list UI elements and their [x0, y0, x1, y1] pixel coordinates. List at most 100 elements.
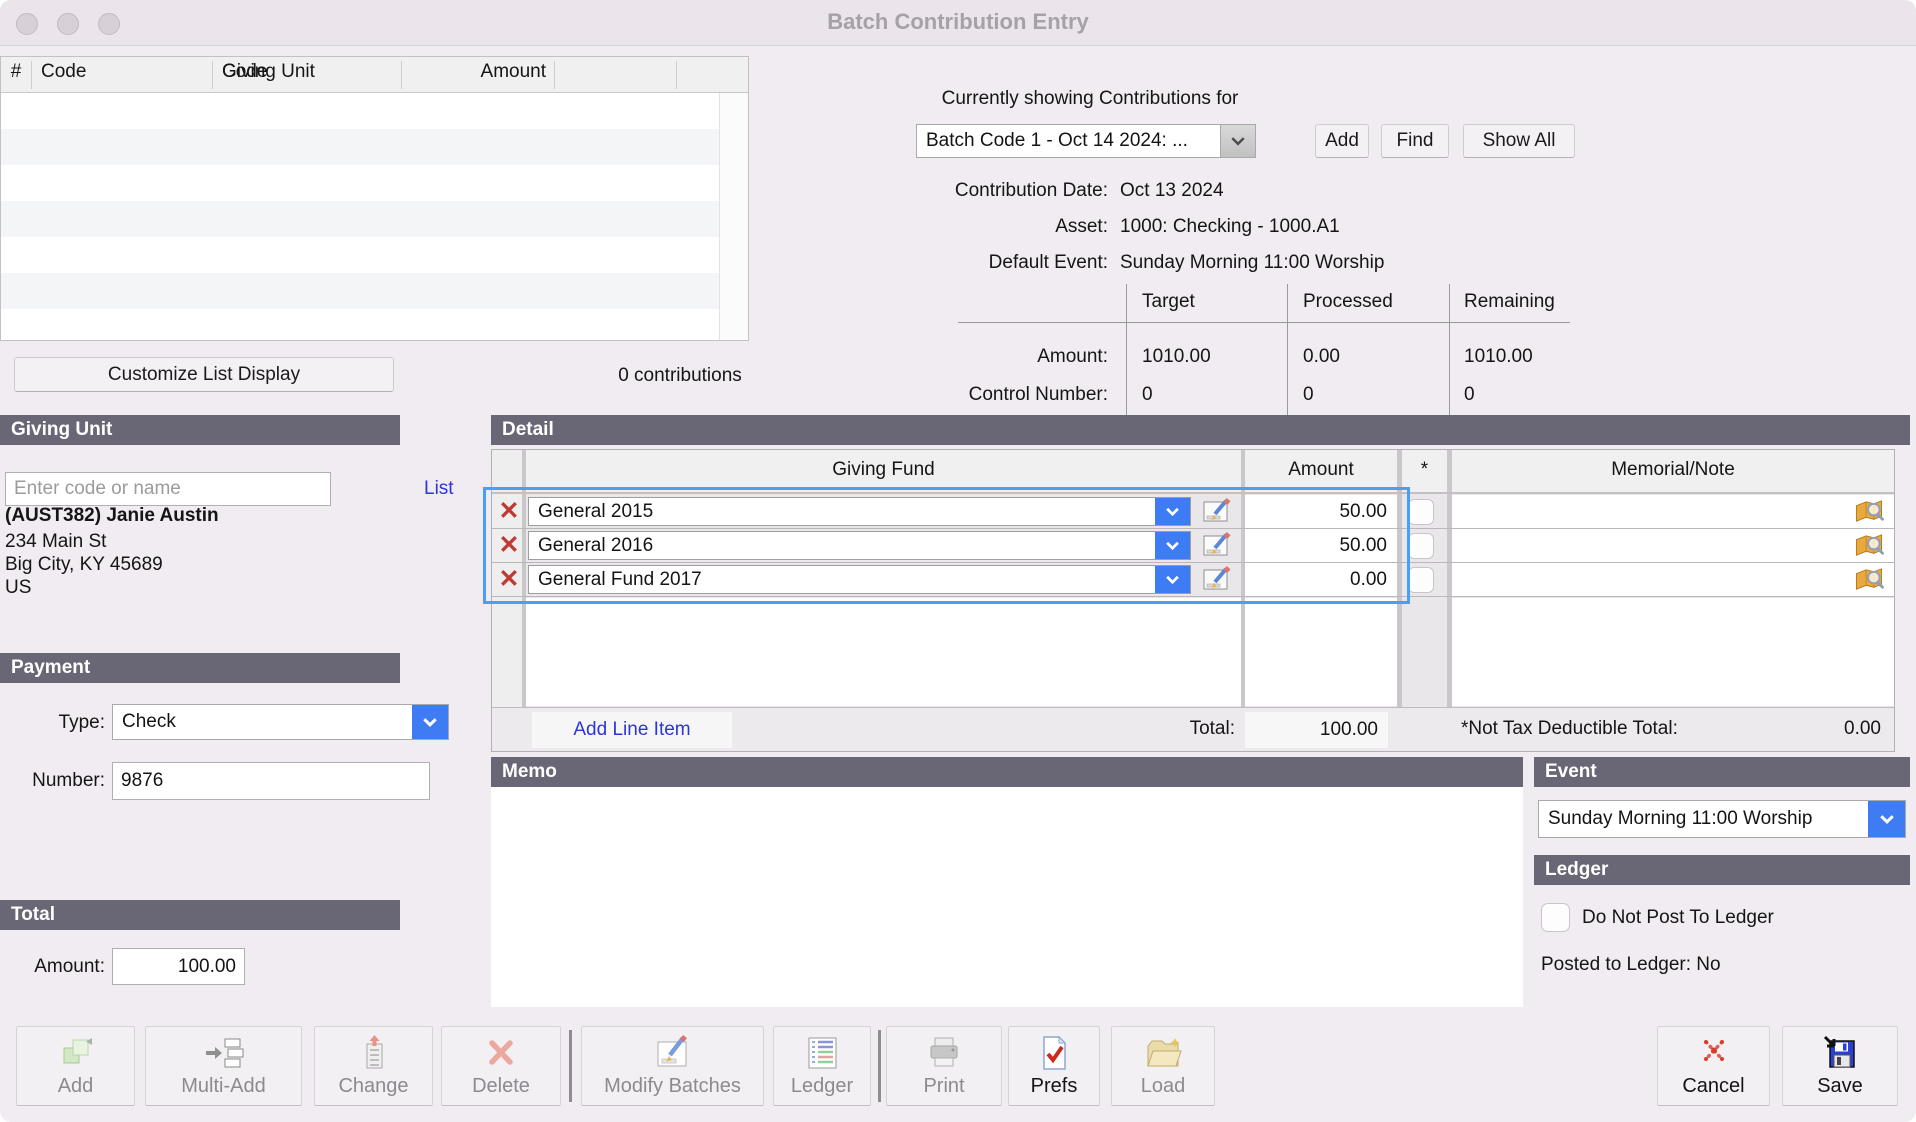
summary-amount-label: Amount: [1037, 346, 1108, 367]
not-tax-deductible-checkbox[interactable] [1408, 567, 1434, 593]
chevron-down-icon[interactable] [1155, 566, 1190, 593]
multi-add-button[interactable]: Multi-Add [145, 1026, 302, 1106]
not-tax-deductible-checkbox[interactable] [1408, 499, 1434, 525]
total-amount-input[interactable] [112, 948, 245, 985]
delete-line-icon[interactable]: ✕ [496, 495, 522, 528]
toolbar-separator [569, 1030, 572, 1102]
asset-value: 1000: Checking - 1000.A1 [1120, 216, 1340, 237]
giving-unit-search-input[interactable] [5, 472, 331, 506]
do-not-post-checkbox[interactable] [1541, 903, 1570, 932]
contributions-list-scrollbar[interactable] [719, 93, 748, 340]
summary-amount-processed: 0.00 [1303, 346, 1340, 367]
memorial-lookup-icon[interactable] [1852, 566, 1886, 593]
add-line-item-link[interactable]: Add Line Item [532, 712, 732, 748]
detail-header: Detail [491, 415, 1910, 445]
batch-show-all-button[interactable]: Show All [1463, 124, 1575, 158]
chevron-down-icon[interactable] [1155, 498, 1190, 525]
memorial-note-cell[interactable] [1452, 563, 1894, 596]
giving-fund-dropdown[interactable]: General Fund 2017 [528, 565, 1191, 594]
asset-label: Asset: [1055, 216, 1108, 237]
toolbar-separator [878, 1030, 881, 1102]
payment-type-dropdown[interactable]: Check [112, 704, 449, 740]
modify-batches-button[interactable]: Modify Batches [581, 1026, 764, 1106]
empty-amount-area[interactable] [1245, 598, 1397, 706]
save-button[interactable]: Save [1782, 1026, 1898, 1106]
load-button[interactable]: Load [1111, 1026, 1215, 1106]
payment-header: Payment [0, 653, 400, 683]
delete-line-icon[interactable]: ✕ [496, 563, 522, 596]
ntd-total-value: 0.00 [1844, 718, 1881, 739]
chevron-down-icon[interactable] [412, 705, 448, 739]
batch-find-button[interactable]: Find [1381, 124, 1449, 158]
payment-type-value: Check [122, 711, 176, 732]
prefs-button[interactable]: Prefs [1008, 1026, 1100, 1106]
minimize-button[interactable] [57, 13, 79, 35]
ntd-total-label: *Not Tax Deductible Total: [1461, 718, 1678, 739]
summary-control-label: Control Number: [968, 384, 1108, 405]
summary-control-remaining: 0 [1464, 384, 1475, 405]
print-icon [887, 1034, 1001, 1072]
chevron-down-icon[interactable] [1220, 125, 1255, 157]
chevron-down-icon[interactable] [1155, 532, 1190, 559]
ledger-icon [774, 1034, 870, 1072]
summary-divider [1126, 284, 1127, 415]
summary-col-target: Target [1142, 291, 1195, 312]
detail-total-label: Total: [1189, 718, 1235, 739]
change-button[interactable]: Change [314, 1026, 433, 1106]
cancel-icon [1658, 1034, 1769, 1072]
event-dropdown[interactable]: Sunday Morning 11:00 Worship [1538, 800, 1906, 838]
memorial-lookup-icon[interactable] [1852, 532, 1886, 559]
default-event-label: Default Event: [988, 252, 1108, 273]
print-button[interactable]: Print [886, 1026, 1002, 1106]
payment-number-label: Number: [32, 770, 105, 791]
cancel-button[interactable]: Cancel [1657, 1026, 1770, 1106]
total-amount-label: Amount: [34, 956, 105, 977]
giving-fund-dropdown[interactable]: General 2016 [528, 531, 1191, 560]
customize-list-display-button[interactable]: Customize List Display [14, 357, 394, 392]
ledger-button[interactable]: Ledger [773, 1026, 871, 1106]
detail-row: ✕ General 2016 50.00 [492, 529, 1894, 563]
edit-fund-icon[interactable] [1193, 563, 1241, 596]
change-icon [315, 1034, 432, 1072]
giving-fund-value: General 2015 [538, 500, 654, 522]
line-amount-cell[interactable]: 50.00 [1245, 495, 1397, 528]
giving-fund-dropdown[interactable]: General 2015 [528, 497, 1191, 526]
delete-button[interactable]: Delete [441, 1026, 561, 1106]
memorial-lookup-icon[interactable] [1852, 498, 1886, 525]
zoom-button[interactable] [98, 13, 120, 35]
batch-dropdown[interactable]: Batch Code 1 - Oct 14 2024: ... [916, 124, 1256, 158]
detail-totals-row: Add Line Item Total: 100.00 *Not Tax Ded… [492, 707, 1894, 751]
contributions-list-body[interactable] [1, 93, 719, 340]
multi-add-icon [146, 1034, 301, 1072]
prefs-icon [1009, 1034, 1099, 1072]
delete-line-icon[interactable]: ✕ [496, 529, 522, 562]
memorial-note-cell[interactable] [1452, 495, 1894, 528]
batch-add-button[interactable]: Add [1315, 124, 1369, 158]
line-amount-cell[interactable]: 50.00 [1245, 529, 1397, 562]
col-code: Code [41, 61, 87, 82]
giving-unit-list-link[interactable]: List [424, 478, 454, 499]
posted-to-ledger-text: Posted to Ledger: No [1541, 954, 1721, 975]
payment-type-label: Type: [58, 712, 105, 733]
edit-fund-icon[interactable] [1193, 495, 1241, 528]
line-amount-cell[interactable]: 0.00 [1245, 563, 1397, 596]
edit-fund-icon[interactable] [1193, 529, 1241, 562]
giving-unit-address-line: 234 Main St [5, 531, 107, 552]
detail-col-memorial: Memorial/Note [1611, 459, 1735, 480]
summary-amount-remaining: 1010.00 [1464, 346, 1533, 367]
empty-fund-area[interactable] [526, 598, 1241, 706]
memo-textarea[interactable] [491, 787, 1523, 1007]
contribution-date-value: Oct 13 2024 [1120, 180, 1224, 201]
add-icon [17, 1034, 134, 1072]
chevron-down-icon[interactable] [1868, 801, 1905, 837]
close-button[interactable] [16, 13, 38, 35]
not-tax-deductible-checkbox[interactable] [1408, 533, 1434, 559]
col-number: # [10, 61, 22, 82]
summary-amount-target: 1010.00 [1142, 346, 1211, 367]
memorial-note-cell[interactable] [1452, 529, 1894, 562]
batch-heading: Currently showing Contributions for [941, 88, 1239, 109]
add-button[interactable]: Add [16, 1026, 135, 1106]
empty-memorial-area[interactable] [1452, 598, 1894, 706]
payment-number-input[interactable] [112, 762, 430, 800]
